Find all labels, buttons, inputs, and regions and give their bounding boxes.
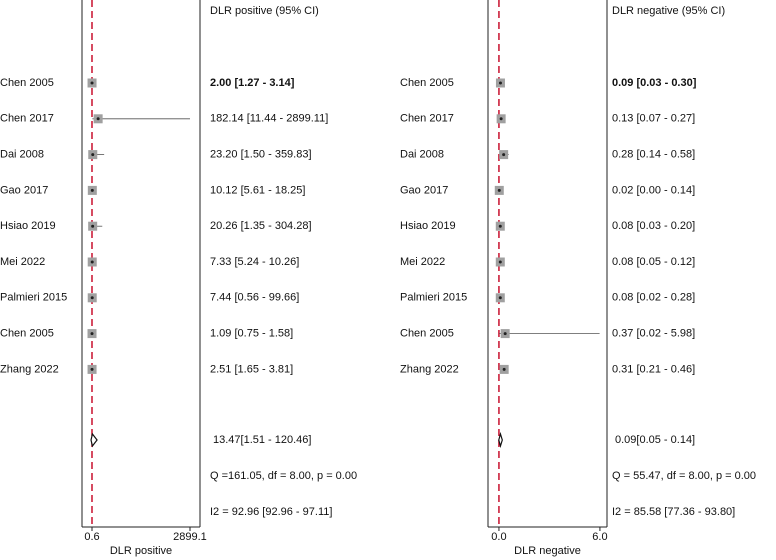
estimate-point <box>90 260 94 264</box>
value-label: 23.20 [1.50 - 359.83] <box>210 149 312 161</box>
value-label: 0.08 [0.02 - 0.28] <box>612 292 695 304</box>
study-label: Chen 2017 <box>400 113 454 125</box>
estimate-point <box>90 296 94 300</box>
value-label: 20.26 [1.35 - 304.28] <box>210 220 312 232</box>
study-label: Hsiao 2019 <box>0 220 56 232</box>
study-label: Chen 2017 <box>0 113 54 125</box>
value-label: 0.09 [0.03 - 0.30] <box>612 77 697 89</box>
value-label: 2.00 [1.27 - 3.14] <box>210 77 295 89</box>
value-label: 0.08 [0.05 - 0.12] <box>612 256 695 268</box>
annotation: I2 = 85.58 [77.36 - 93.80] <box>612 506 735 518</box>
estimate-point <box>502 367 506 371</box>
study-label: Chen 2005 <box>0 77 54 89</box>
value-label: 0.02 [0.00 - 0.14] <box>612 184 695 196</box>
study-label: Hsiao 2019 <box>400 220 456 232</box>
estimate-point <box>502 153 506 157</box>
estimate-point <box>96 117 100 121</box>
summary-diamond <box>498 431 503 449</box>
summary-label: 13.47[1.51 - 120.46] <box>213 434 311 446</box>
study-label: Dai 2008 <box>400 149 444 161</box>
study-label: Zhang 2022 <box>400 363 459 375</box>
x-tick-label: 2899.1 <box>173 531 207 543</box>
annotation: Q = 55.47, df = 8.00, p = 0.00 <box>612 470 756 482</box>
x-axis-label: DLR positive <box>110 545 172 557</box>
estimate-point <box>498 296 502 300</box>
value-label: 7.44 [0.56 - 99.66] <box>210 292 299 304</box>
header: DLR negative (95% CI) <box>612 5 725 17</box>
study-label: Palmieri 2015 <box>0 292 67 304</box>
x-tick-label: 0.6 <box>84 531 99 543</box>
value-label: 0.37 [0.02 - 5.98] <box>612 328 695 340</box>
value-label: 0.13 [0.07 - 0.27] <box>612 113 695 125</box>
estimate-point <box>497 188 501 192</box>
x-axis-label: DLR negative <box>514 545 581 557</box>
study-label: Dai 2008 <box>0 149 44 161</box>
x-tick-label: 0.0 <box>491 531 506 543</box>
study-label: Zhang 2022 <box>0 363 59 375</box>
study-label: Mei 2022 <box>0 256 45 268</box>
estimate-point <box>90 188 94 192</box>
annotation: I2 = 92.96 [92.96 - 97.11] <box>210 506 332 518</box>
value-label: 10.12 [5.61 - 18.25] <box>210 184 305 196</box>
estimate-point <box>503 332 507 336</box>
estimate-point <box>90 332 94 336</box>
estimate-point <box>90 81 94 85</box>
study-label: Palmieri 2015 <box>400 292 467 304</box>
x-tick-label: 6.0 <box>592 531 607 543</box>
estimate-point <box>498 81 502 85</box>
study-label: Mei 2022 <box>400 256 445 268</box>
value-label: 7.33 [5.24 - 10.26] <box>210 256 299 268</box>
value-label: 0.31 [0.21 - 0.46] <box>612 363 695 375</box>
value-label: 0.08 [0.03 - 0.20] <box>612 220 695 232</box>
header: DLR positive (95% CI) <box>210 5 319 17</box>
study-label: Chen 2005 <box>400 77 454 89</box>
study-label: Gao 2017 <box>0 184 48 196</box>
summary-label: 0.09[0.05 - 0.14] <box>615 434 695 446</box>
summary-diamond <box>90 432 98 448</box>
study-label: Gao 2017 <box>400 184 448 196</box>
annotation: Q =161.05, df = 8.00, p = 0.00 <box>210 470 357 482</box>
estimate-point <box>498 260 502 264</box>
value-label: 182.14 [11.44 - 2899.11] <box>210 113 328 125</box>
estimate-point <box>90 367 94 371</box>
value-label: 2.51 [1.65 - 3.81] <box>210 363 293 375</box>
estimate-point <box>91 153 95 157</box>
value-label: 0.28 [0.14 - 0.58] <box>612 149 695 161</box>
estimate-point <box>499 117 503 121</box>
study-label: Chen 2005 <box>400 328 454 340</box>
study-label: Chen 2005 <box>0 328 54 340</box>
estimate-point <box>91 224 95 228</box>
value-label: 1.09 [0.75 - 1.58] <box>210 328 293 340</box>
estimate-point <box>498 224 502 228</box>
